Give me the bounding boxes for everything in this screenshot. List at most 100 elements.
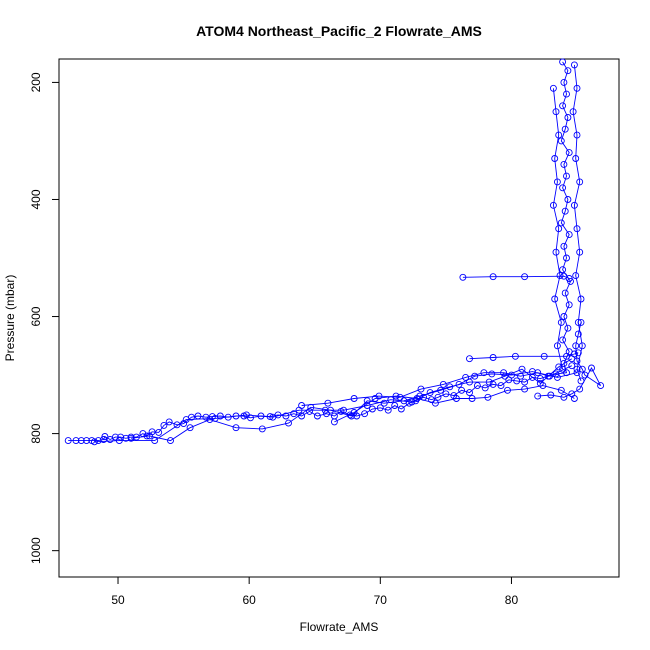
series-line xyxy=(94,358,573,443)
data-point xyxy=(568,390,576,398)
data-point xyxy=(565,231,573,239)
data-point xyxy=(72,437,80,445)
data-point xyxy=(452,395,460,402)
data-point xyxy=(202,413,210,421)
data-point xyxy=(77,437,85,445)
data-point xyxy=(115,437,123,445)
data-point xyxy=(564,114,572,121)
data-point xyxy=(553,342,561,350)
data-point xyxy=(561,289,569,297)
data-point xyxy=(572,342,580,350)
data-point xyxy=(577,295,585,303)
data-point xyxy=(497,382,505,390)
data-point xyxy=(570,61,578,69)
data-point xyxy=(572,272,580,280)
data-point xyxy=(560,242,568,250)
data-point xyxy=(258,425,266,433)
data-point xyxy=(549,201,557,209)
y-tick-label: 200 xyxy=(29,72,43,92)
data-point xyxy=(565,275,573,282)
data-point xyxy=(573,84,581,92)
data-point xyxy=(167,437,174,445)
data-point xyxy=(573,357,581,365)
data-point xyxy=(565,149,573,157)
data-point xyxy=(160,421,168,429)
data-point xyxy=(83,437,90,445)
data-point xyxy=(117,433,125,441)
x-axis: 50 60 70 80 xyxy=(111,576,518,607)
data-point xyxy=(561,125,569,133)
data-point xyxy=(547,391,555,399)
data-point xyxy=(573,365,581,373)
data-point xyxy=(413,395,421,402)
data-point xyxy=(574,330,582,338)
data-point xyxy=(426,389,434,397)
series-line xyxy=(572,64,583,382)
data-point xyxy=(560,78,568,86)
series-line xyxy=(552,88,564,370)
data-point xyxy=(534,369,542,377)
data-point xyxy=(553,373,561,381)
data-point xyxy=(321,406,329,414)
data-point xyxy=(560,160,568,168)
data-point xyxy=(361,410,369,418)
data-point xyxy=(155,428,163,436)
data-point xyxy=(559,184,567,192)
data-point xyxy=(553,178,561,186)
data-point xyxy=(481,384,489,392)
data-point xyxy=(557,318,565,326)
data-point xyxy=(489,380,497,388)
data-point xyxy=(568,362,576,370)
data-point xyxy=(380,399,388,407)
data-point xyxy=(573,225,581,233)
data-point xyxy=(462,373,470,381)
data-point xyxy=(488,370,496,378)
data-point xyxy=(232,424,240,432)
data-point xyxy=(560,393,568,401)
data-point xyxy=(243,411,250,419)
data-point xyxy=(560,313,568,320)
data-point xyxy=(94,437,102,445)
data-point xyxy=(323,410,330,418)
data-layer xyxy=(64,58,605,446)
series-line xyxy=(68,61,572,442)
data-point xyxy=(578,365,586,373)
x-tick-label: 70 xyxy=(374,593,388,607)
data-point xyxy=(431,399,439,407)
y-tick-label: 600 xyxy=(29,306,43,326)
series-line xyxy=(462,275,570,279)
data-point xyxy=(559,365,567,373)
data-point xyxy=(576,248,584,256)
data-point xyxy=(165,418,173,426)
data-point xyxy=(439,380,447,388)
data-point xyxy=(101,433,109,440)
data-point xyxy=(173,421,181,429)
data-point xyxy=(206,416,214,424)
y-axis: 200 400 600 800 1000 xyxy=(29,72,60,564)
data-point xyxy=(559,102,567,110)
data-point xyxy=(500,369,508,377)
data-point xyxy=(551,295,559,303)
data-point xyxy=(397,405,405,413)
data-point xyxy=(555,131,563,139)
data-point xyxy=(446,383,454,391)
data-point xyxy=(557,137,565,145)
data-point xyxy=(513,377,521,385)
data-point xyxy=(442,390,450,398)
data-point xyxy=(368,405,376,413)
data-point xyxy=(466,355,473,363)
data-point xyxy=(313,412,321,420)
data-point xyxy=(563,352,570,360)
data-point xyxy=(186,424,194,432)
data-point xyxy=(521,385,529,393)
data-point xyxy=(565,301,573,309)
data-point xyxy=(572,155,580,162)
data-point xyxy=(534,392,542,400)
data-point xyxy=(485,378,493,386)
data-point xyxy=(561,207,569,215)
data-point xyxy=(517,372,525,380)
data-point xyxy=(518,365,526,373)
data-point xyxy=(578,342,586,350)
